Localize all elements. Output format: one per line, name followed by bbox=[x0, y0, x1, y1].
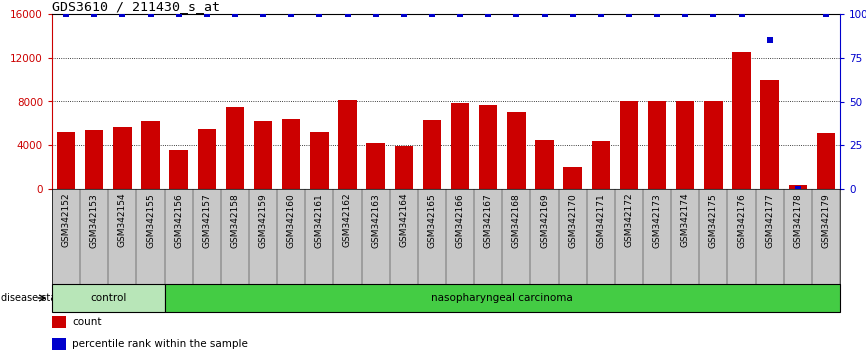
Text: GSM342169: GSM342169 bbox=[540, 193, 549, 247]
Point bbox=[707, 11, 721, 17]
Point bbox=[565, 11, 579, 17]
Text: GSM342177: GSM342177 bbox=[766, 193, 774, 247]
Text: GSM342175: GSM342175 bbox=[709, 193, 718, 247]
Bar bbox=[507, 113, 526, 189]
Bar bbox=[479, 105, 497, 189]
Text: GSM342154: GSM342154 bbox=[118, 193, 126, 247]
Point bbox=[791, 186, 805, 192]
Point bbox=[622, 11, 636, 17]
Bar bbox=[57, 132, 75, 189]
Text: count: count bbox=[73, 317, 102, 327]
Text: GSM342159: GSM342159 bbox=[259, 193, 268, 247]
Point bbox=[115, 11, 129, 17]
Text: GSM342179: GSM342179 bbox=[822, 193, 830, 247]
Text: GSM342166: GSM342166 bbox=[456, 193, 464, 247]
Bar bbox=[676, 102, 695, 189]
Bar bbox=[564, 167, 582, 189]
Text: GSM342161: GSM342161 bbox=[315, 193, 324, 247]
Point bbox=[538, 11, 552, 17]
Bar bbox=[339, 101, 357, 189]
Point bbox=[453, 11, 467, 17]
Text: GSM342162: GSM342162 bbox=[343, 193, 352, 247]
Point bbox=[509, 11, 523, 17]
Bar bbox=[395, 146, 413, 189]
Bar bbox=[52, 338, 66, 350]
Bar bbox=[254, 121, 272, 189]
Text: GSM342158: GSM342158 bbox=[230, 193, 239, 247]
Point bbox=[425, 11, 439, 17]
Text: GSM342153: GSM342153 bbox=[90, 193, 99, 247]
Point bbox=[397, 11, 410, 17]
Bar bbox=[366, 143, 385, 189]
Text: GSM342176: GSM342176 bbox=[737, 193, 746, 247]
Point bbox=[734, 11, 748, 17]
Bar bbox=[733, 52, 751, 189]
Point bbox=[594, 11, 608, 17]
Point bbox=[481, 11, 495, 17]
Point bbox=[340, 11, 354, 17]
Point bbox=[228, 11, 242, 17]
Bar bbox=[760, 80, 779, 189]
Point bbox=[678, 11, 692, 17]
Bar bbox=[620, 102, 638, 189]
Text: GSM342160: GSM342160 bbox=[287, 193, 295, 247]
Bar bbox=[52, 316, 66, 328]
Bar bbox=[85, 130, 103, 189]
Text: disease state: disease state bbox=[1, 293, 66, 303]
Text: GSM342164: GSM342164 bbox=[399, 193, 408, 247]
Text: GSM342152: GSM342152 bbox=[61, 193, 70, 247]
Point bbox=[313, 11, 326, 17]
Bar bbox=[165, 284, 840, 312]
Bar bbox=[141, 121, 159, 189]
Text: GSM342157: GSM342157 bbox=[203, 193, 211, 247]
Text: GSM342171: GSM342171 bbox=[597, 193, 605, 247]
Text: GSM342168: GSM342168 bbox=[512, 193, 520, 247]
Bar bbox=[197, 129, 216, 189]
Text: GSM342155: GSM342155 bbox=[146, 193, 155, 247]
Text: percentile rank within the sample: percentile rank within the sample bbox=[73, 339, 249, 349]
Bar bbox=[310, 132, 328, 189]
Text: GSM342172: GSM342172 bbox=[624, 193, 633, 247]
Text: GSM342163: GSM342163 bbox=[372, 193, 380, 247]
Bar bbox=[226, 107, 244, 189]
Bar bbox=[648, 102, 666, 189]
Bar bbox=[535, 140, 553, 189]
Point bbox=[650, 11, 664, 17]
Text: GSM342165: GSM342165 bbox=[428, 193, 436, 247]
Point bbox=[144, 11, 158, 17]
Point bbox=[59, 11, 73, 17]
Bar bbox=[52, 284, 165, 312]
Bar bbox=[789, 185, 807, 189]
Point bbox=[200, 11, 214, 17]
Text: nasopharyngeal carcinoma: nasopharyngeal carcinoma bbox=[431, 293, 573, 303]
Text: GSM342167: GSM342167 bbox=[484, 193, 493, 247]
Point bbox=[819, 11, 833, 17]
Bar bbox=[113, 127, 132, 189]
Point bbox=[256, 11, 270, 17]
Text: GSM342170: GSM342170 bbox=[568, 193, 577, 247]
Bar bbox=[817, 133, 835, 189]
Text: control: control bbox=[90, 293, 126, 303]
Point bbox=[369, 11, 383, 17]
Bar bbox=[282, 119, 301, 189]
Text: GSM342178: GSM342178 bbox=[793, 193, 802, 247]
Text: GDS3610 / 211430_s_at: GDS3610 / 211430_s_at bbox=[52, 0, 220, 13]
Point bbox=[171, 11, 185, 17]
Point bbox=[284, 11, 298, 17]
Bar bbox=[170, 150, 188, 189]
Point bbox=[763, 38, 777, 43]
Bar bbox=[591, 141, 610, 189]
Bar bbox=[423, 120, 441, 189]
Bar bbox=[451, 103, 469, 189]
Text: GSM342173: GSM342173 bbox=[653, 193, 662, 247]
Bar bbox=[704, 102, 722, 189]
Text: GSM342174: GSM342174 bbox=[681, 193, 689, 247]
Text: GSM342156: GSM342156 bbox=[174, 193, 183, 247]
Point bbox=[87, 11, 101, 17]
